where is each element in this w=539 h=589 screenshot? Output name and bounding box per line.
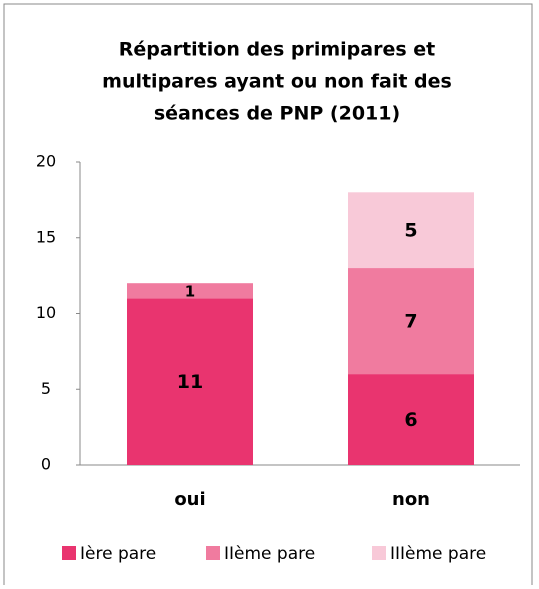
bar-segment <box>127 298 253 465</box>
bar-segment <box>348 374 474 465</box>
legend-swatch <box>206 546 220 560</box>
data-label: 7 <box>404 311 417 333</box>
y-tick-label: 15 <box>36 227 56 246</box>
chart-title: multipares ayant ou non fait des <box>102 71 452 93</box>
legend-swatch <box>372 546 386 560</box>
data-label: 11 <box>177 371 203 393</box>
bar-segment <box>348 192 474 269</box>
data-label: 1 <box>185 282 195 300</box>
y-tick-label: 10 <box>36 303 56 322</box>
legend-swatch <box>62 546 76 560</box>
x-tick-label: non <box>392 489 430 510</box>
data-label: 5 <box>404 220 417 242</box>
chart-border <box>3 3 533 585</box>
data-label: 6 <box>404 409 417 431</box>
bar-segment <box>348 268 474 375</box>
legend-label: Ière pare <box>80 544 156 564</box>
x-tick-label: oui <box>174 489 205 510</box>
y-tick-label: 20 <box>36 152 56 171</box>
bar-segment <box>127 283 253 299</box>
legend-label: IIIème pare <box>390 544 486 564</box>
y-tick-label: 0 <box>41 455 51 474</box>
chart-title: séances de PNP (2011) <box>154 103 400 125</box>
legend-label: IIème pare <box>224 544 315 564</box>
chart-title: Répartition des primipares et <box>119 39 435 61</box>
y-tick-label: 5 <box>41 379 51 398</box>
